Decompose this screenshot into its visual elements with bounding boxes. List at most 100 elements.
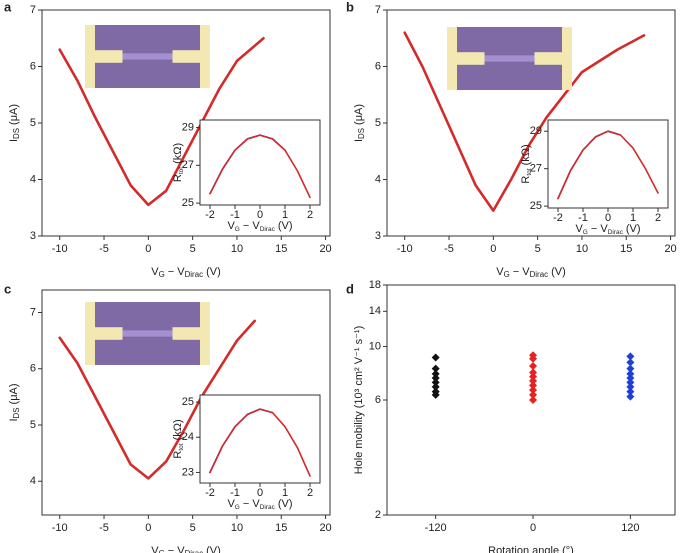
- label-part: − V: [240, 498, 261, 510]
- data-point: [626, 352, 635, 361]
- label-part: (V): [275, 498, 293, 510]
- label-part: V: [227, 220, 235, 232]
- y-tick-label: 29: [182, 121, 194, 133]
- x-tick-label: 0: [605, 212, 611, 224]
- x-axis-label: VG − VDirac (V): [151, 266, 221, 279]
- x-tick-label: 15: [620, 243, 632, 255]
- data-point: [431, 374, 440, 383]
- data-point: [626, 369, 635, 378]
- x-tick-label: -5: [99, 243, 109, 255]
- y-axis-label: IDS (μA): [8, 104, 21, 142]
- x-tick-label: -1: [230, 487, 240, 499]
- y-tick-label: 6: [30, 60, 36, 72]
- x-tick-label: 0: [145, 522, 151, 534]
- y-tick-label: 4: [30, 475, 36, 487]
- x-axis-label: Rotation angle (°): [488, 545, 574, 553]
- x-tick-label: 5: [190, 243, 196, 255]
- y-tick-label: 5: [30, 419, 36, 431]
- device-ribbon: [122, 53, 173, 60]
- label-part: V: [151, 266, 159, 278]
- data-point: [626, 358, 635, 367]
- data-line: [557, 130, 659, 200]
- label-part: − V: [510, 266, 531, 278]
- y-tick-label: 7: [375, 4, 381, 16]
- y-axis-label: Rtot (kΩ): [172, 419, 185, 458]
- panel-letter: b: [346, 0, 354, 14]
- label-part: Dirac: [260, 226, 276, 233]
- data-point: [529, 372, 538, 381]
- device-ribbon: [122, 330, 173, 337]
- axes-frame: [547, 119, 669, 209]
- label-part: − V: [165, 545, 186, 553]
- x-tick-label: 0: [490, 243, 496, 255]
- x-tick-label: 2: [655, 212, 661, 224]
- label-part: G: [159, 270, 165, 279]
- label-part: Dirac: [530, 270, 548, 279]
- y-tick-label: 6: [375, 60, 381, 72]
- panel-letter: a: [4, 0, 12, 14]
- label-part: Hole mobility (10³ cm² V⁻¹ s⁻¹): [353, 326, 365, 475]
- x-tick-label: 15: [275, 243, 287, 255]
- data-line: [403, 31, 646, 212]
- panel-letter: d: [346, 281, 354, 296]
- y-axis-label: Hole mobility (10³ cm² V⁻¹ s⁻¹): [353, 326, 365, 475]
- y-tick-label: 27: [182, 159, 194, 171]
- data-point: [431, 369, 440, 378]
- data-line: [58, 319, 256, 480]
- label-part: (μA): [8, 104, 20, 128]
- x-tick-label: 10: [231, 522, 243, 534]
- x-tick-label: 0: [257, 209, 263, 221]
- x-tick-label: 20: [319, 522, 331, 534]
- label-part: (V): [203, 545, 221, 553]
- y-tick-label: 29: [530, 125, 542, 137]
- x-tick-label: 0: [530, 522, 536, 534]
- label-part: V: [151, 545, 159, 553]
- label-part: G: [159, 549, 165, 553]
- y-tick-label: 25: [530, 200, 542, 212]
- label-part: (kΩ): [172, 419, 184, 443]
- data-point: [431, 353, 440, 362]
- data-point: [626, 374, 635, 383]
- x-tick-label: -2: [553, 212, 563, 224]
- x-tick-label: 20: [664, 243, 676, 255]
- x-axis-label: VG − VDirac (V): [227, 220, 292, 233]
- label-part: (V): [275, 220, 293, 232]
- x-tick-label: -10: [52, 522, 68, 534]
- y-tick-label: 5: [30, 117, 36, 129]
- data-line: [58, 37, 265, 207]
- x-tick-label: -1: [578, 212, 588, 224]
- label-part: − V: [165, 266, 186, 278]
- label-part: Dirac: [260, 504, 276, 511]
- x-tick-label: 10: [576, 243, 588, 255]
- x-tick-label: 120: [621, 522, 639, 534]
- x-tick-label: 1: [282, 209, 288, 221]
- data-point: [626, 387, 635, 396]
- label-part: Dirac: [185, 549, 203, 553]
- label-part: Dirac: [185, 270, 203, 279]
- data-point: [431, 364, 440, 373]
- y-tick-label: 14: [369, 305, 381, 317]
- data-point: [626, 378, 635, 387]
- label-part: G: [235, 226, 240, 233]
- y-tick-label: 5: [375, 117, 381, 129]
- x-tick-label: 1: [630, 212, 636, 224]
- label-part: G: [235, 504, 240, 511]
- label-part: (μA): [353, 104, 365, 128]
- y-tick-label: 24: [182, 431, 194, 443]
- label-part: tot: [526, 168, 533, 175]
- device-electrode: [172, 50, 200, 63]
- data-point: [626, 364, 635, 373]
- y-tick-label: 10: [369, 340, 381, 352]
- y-tick-label: 4: [30, 173, 36, 185]
- data-point: [626, 392, 635, 401]
- label-part: (μA): [8, 383, 20, 407]
- label-part: I: [353, 139, 365, 142]
- x-axis-label: VG − VDirac (V): [151, 545, 221, 553]
- data-point: [431, 382, 440, 391]
- label-part: I: [8, 418, 20, 421]
- label-part: G: [504, 270, 510, 279]
- device-electrode: [534, 52, 562, 65]
- data-point: [529, 386, 538, 395]
- x-tick-label: -1: [230, 209, 240, 221]
- label-part: − V: [240, 220, 261, 232]
